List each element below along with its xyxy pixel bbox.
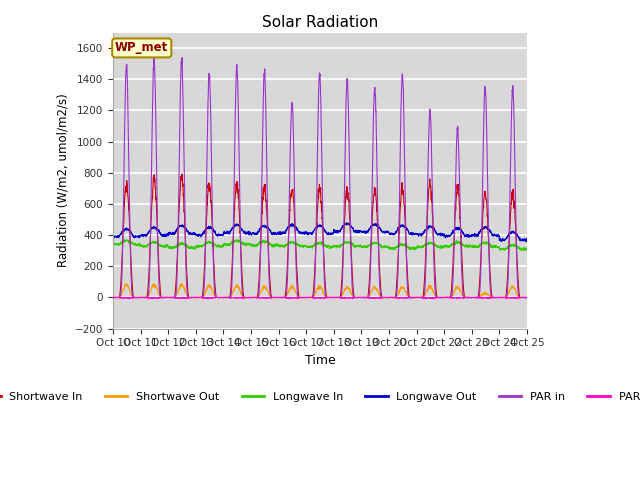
X-axis label: Time: Time	[305, 354, 335, 367]
Text: WP_met: WP_met	[115, 41, 168, 54]
Legend: Shortwave In, Shortwave Out, Longwave In, Longwave Out, PAR in, PAR out: Shortwave In, Shortwave Out, Longwave In…	[0, 387, 640, 406]
Title: Solar Radiation: Solar Radiation	[262, 15, 378, 30]
Y-axis label: Radiation (W/m2, umol/m2/s): Radiation (W/m2, umol/m2/s)	[56, 94, 69, 267]
